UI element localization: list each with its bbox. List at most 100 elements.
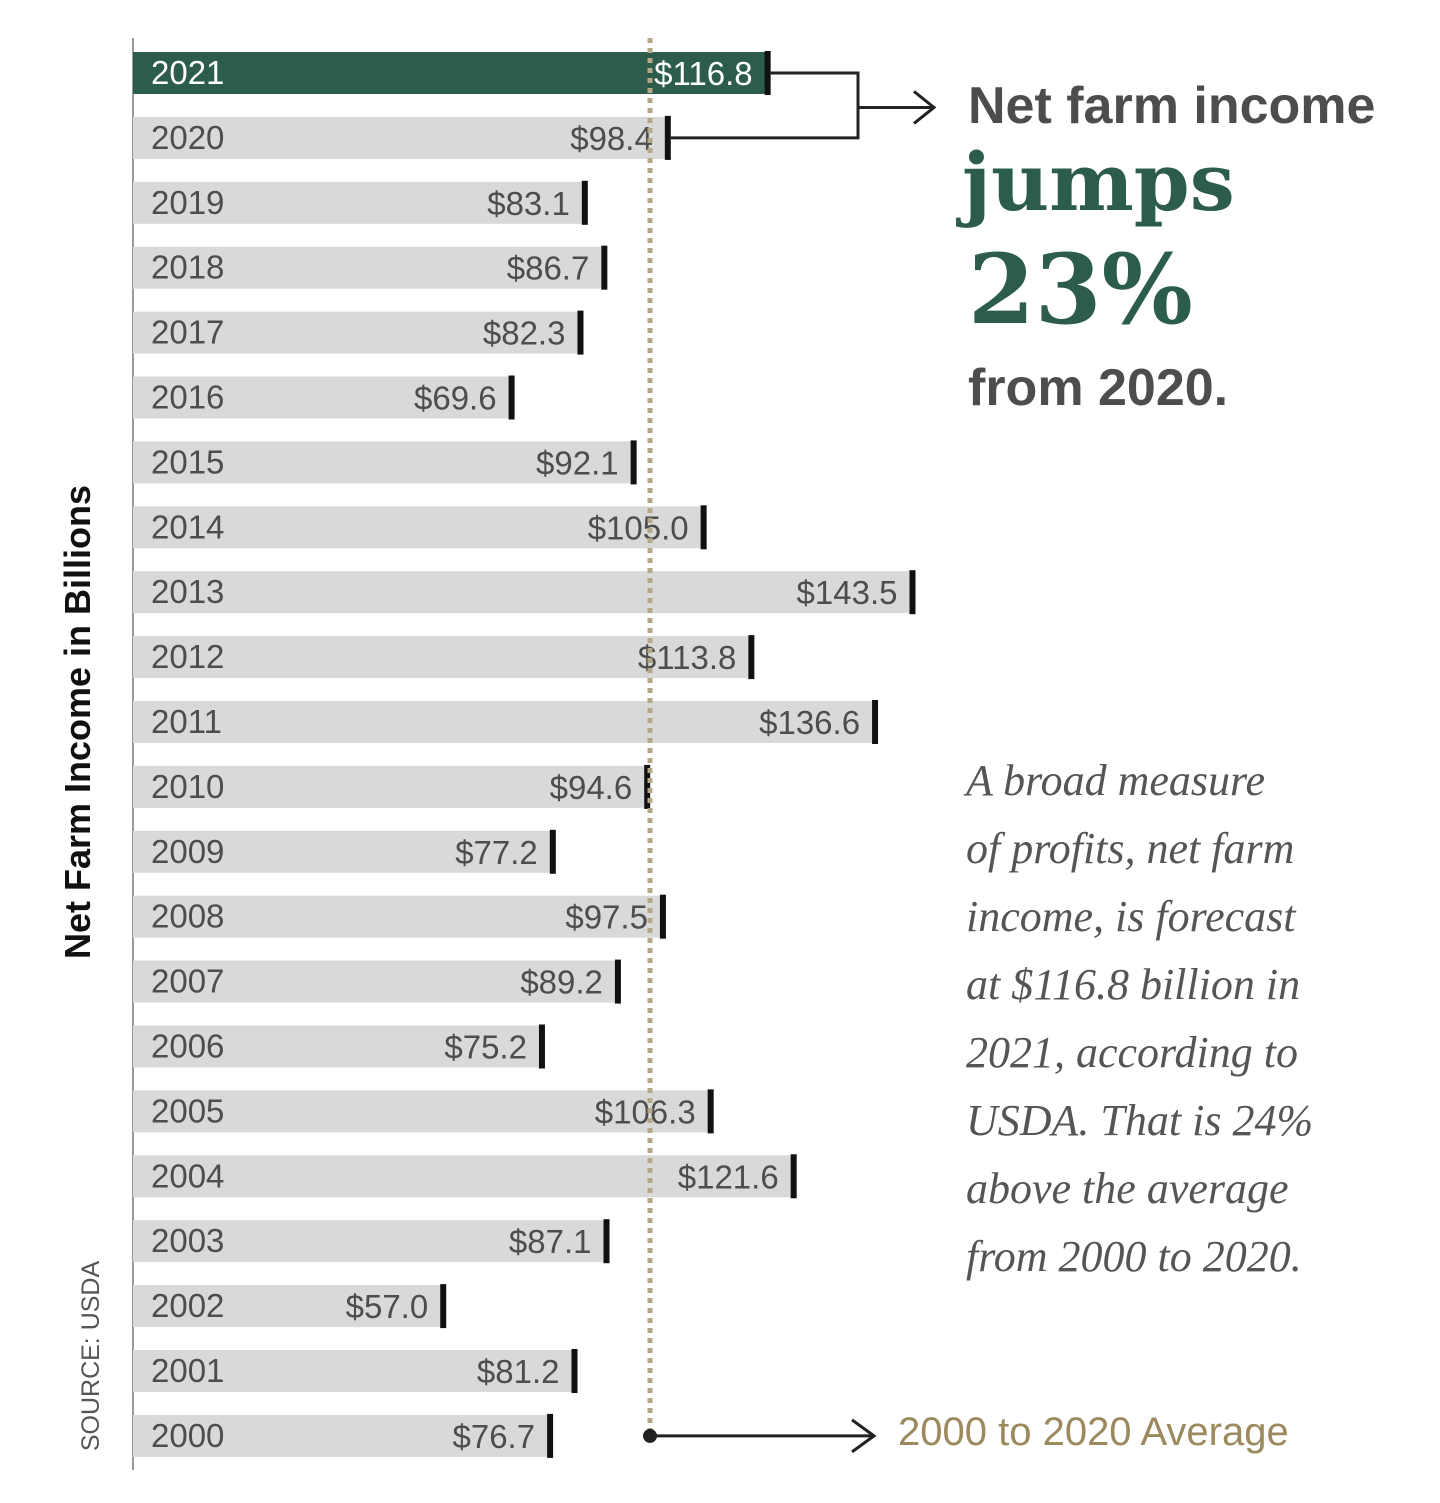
bar-2007 <box>133 960 617 1003</box>
value-label-2008: $97.5 <box>565 899 648 936</box>
bar-end-cap-2014 <box>700 505 707 550</box>
bar-2000 <box>133 1414 550 1457</box>
bar-2010 <box>133 765 647 808</box>
bar-2009 <box>133 830 552 873</box>
bar-end-cap-2015 <box>630 440 637 485</box>
category-label-2007: 2007 <box>151 963 224 1000</box>
bar-2017 <box>133 311 580 354</box>
category-label-2004: 2004 <box>151 1157 224 1194</box>
category-label-2001: 2001 <box>151 1352 224 1389</box>
headline-line-2: jumps <box>962 135 1235 229</box>
bar-2006 <box>133 1025 541 1068</box>
headline-percent: 23% <box>968 233 1193 346</box>
bar-end-cap-2019 <box>581 180 588 225</box>
value-label-2021: $116.8 <box>654 55 752 92</box>
bracket-arrow-head <box>913 90 937 125</box>
bar-end-cap-2009 <box>549 829 556 874</box>
category-label-2005: 2005 <box>151 1092 224 1129</box>
value-label-2015: $92.1 <box>536 444 619 481</box>
bar-end-cap-2002 <box>440 1284 447 1329</box>
bar-end-cap-2021 <box>764 51 771 95</box>
bar-2012 <box>133 636 751 679</box>
value-label-2004: $121.6 <box>678 1158 779 1195</box>
bar-2015 <box>133 441 633 484</box>
bar-end-cap-2010 <box>644 764 651 809</box>
bar-end-cap-2017 <box>577 310 584 355</box>
value-label-2016: $69.6 <box>414 380 497 417</box>
value-label-2019: $83.1 <box>487 185 570 222</box>
bar-2004 <box>133 1155 793 1198</box>
bar-end-cap-2004 <box>790 1154 797 1199</box>
value-label-2003: $87.1 <box>509 1223 592 1260</box>
category-label-2008: 2008 <box>151 898 224 935</box>
value-label-2007: $89.2 <box>520 964 603 1001</box>
bar-2013 <box>133 571 912 614</box>
description-text: A broad measure of profits, net farm inc… <box>966 756 1314 1281</box>
value-label-2009: $77.2 <box>455 834 538 871</box>
y-axis-label: Net Farm Income in Billions <box>57 485 98 959</box>
bar-end-cap-2016 <box>508 375 515 420</box>
bar-end-cap-2020 <box>664 115 671 160</box>
bar-end-cap-2008 <box>659 894 666 939</box>
bar-2019 <box>133 181 584 224</box>
average-label: 2000 to 2020 Average <box>898 1410 1289 1454</box>
bar-2005 <box>133 1090 710 1133</box>
category-label-2017: 2017 <box>151 314 224 351</box>
category-label-2013: 2013 <box>151 573 224 610</box>
bar-2021 <box>133 52 767 94</box>
bar-end-cap-2001 <box>571 1349 578 1393</box>
bar-end-cap-2018 <box>601 245 608 290</box>
bar-2020 <box>133 116 667 159</box>
value-label-2005: $106.3 <box>595 1093 696 1130</box>
category-label-2012: 2012 <box>151 638 224 675</box>
value-label-2018: $86.7 <box>507 250 590 287</box>
category-label-2019: 2019 <box>151 184 224 221</box>
bars-layer: 2021 $116.8 2020 $98.4 2019 $83.1 2018 $86.7 201… <box>133 51 916 1458</box>
value-label-2012: $113.8 <box>638 639 736 676</box>
value-label-2014: $105.0 <box>588 509 689 546</box>
value-label-2001: $81.2 <box>477 1353 560 1390</box>
bar-end-cap-2000 <box>547 1413 554 1458</box>
bar-2002 <box>133 1285 443 1328</box>
bar-end-cap-2005 <box>707 1089 714 1134</box>
category-label-2002: 2002 <box>151 1287 224 1324</box>
category-label-2018: 2018 <box>151 249 224 286</box>
category-label-2015: 2015 <box>151 443 224 480</box>
bar-2003 <box>133 1220 606 1263</box>
category-label-2000: 2000 <box>151 1417 224 1454</box>
bar-2011 <box>133 701 875 743</box>
value-label-2000: $76.7 <box>453 1418 536 1455</box>
value-label-2010: $94.6 <box>550 769 633 806</box>
bar-end-cap-2003 <box>603 1219 610 1264</box>
bar-2016 <box>133 376 511 419</box>
value-label-2006: $75.2 <box>444 1029 527 1066</box>
bar-2008 <box>133 895 662 938</box>
value-label-2002: $57.0 <box>346 1288 429 1325</box>
source-label: SOURCE: USDA <box>77 1261 105 1452</box>
category-label-2014: 2014 <box>151 508 224 545</box>
category-label-2006: 2006 <box>151 1028 224 1065</box>
category-label-2011: 2011 <box>151 703 222 740</box>
category-label-2010: 2010 <box>151 768 224 805</box>
bar-end-cap-2011 <box>872 700 879 744</box>
bar-end-cap-2013 <box>909 570 916 615</box>
category-label-2003: 2003 <box>151 1222 224 1259</box>
value-label-2011: $136.6 <box>759 704 860 741</box>
average-arrow-head <box>851 1418 877 1454</box>
category-label-2020: 2020 <box>151 119 224 156</box>
category-label-2009: 2009 <box>151 833 224 870</box>
bar-2001 <box>133 1350 574 1392</box>
bar-2018 <box>133 246 604 289</box>
bar-end-cap-2012 <box>748 635 755 680</box>
headline-line-4: from 2020. <box>968 359 1229 417</box>
value-label-2020: $98.4 <box>570 120 653 157</box>
comparison-bracket <box>670 71 860 140</box>
bar-end-cap-2007 <box>614 959 621 1004</box>
bar-end-cap-2006 <box>538 1024 545 1069</box>
category-label-2021: 2021 <box>151 54 224 91</box>
value-label-2017: $82.3 <box>483 315 566 352</box>
headline-line-1: Net farm income <box>968 77 1376 135</box>
value-label-2013: $143.5 <box>797 574 898 611</box>
category-label-2016: 2016 <box>151 379 224 416</box>
